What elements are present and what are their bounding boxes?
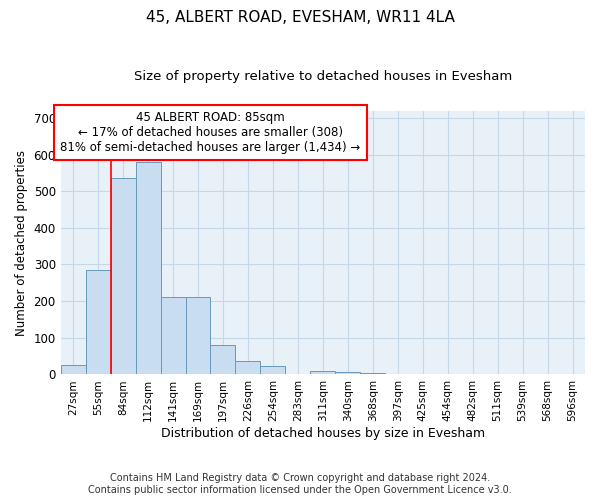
Bar: [161, 298, 185, 374]
Bar: [110, 178, 136, 374]
Bar: [360, 372, 385, 374]
X-axis label: Distribution of detached houses by size in Evesham: Distribution of detached houses by size …: [161, 427, 485, 440]
Title: Size of property relative to detached houses in Evesham: Size of property relative to detached ho…: [134, 70, 512, 83]
Text: 45 ALBERT ROAD: 85sqm
← 17% of detached houses are smaller (308)
81% of semi-det: 45 ALBERT ROAD: 85sqm ← 17% of detached …: [61, 111, 361, 154]
Bar: [61, 366, 86, 374]
Bar: [136, 162, 161, 374]
Text: 45, ALBERT ROAD, EVESHAM, WR11 4LA: 45, ALBERT ROAD, EVESHAM, WR11 4LA: [146, 10, 454, 25]
Bar: [335, 372, 360, 374]
Bar: [86, 270, 110, 374]
Bar: [185, 298, 211, 374]
Bar: [235, 360, 260, 374]
Bar: [310, 371, 335, 374]
Text: Contains HM Land Registry data © Crown copyright and database right 2024.
Contai: Contains HM Land Registry data © Crown c…: [88, 474, 512, 495]
Bar: [260, 366, 286, 374]
Y-axis label: Number of detached properties: Number of detached properties: [15, 150, 28, 336]
Bar: [211, 345, 235, 374]
